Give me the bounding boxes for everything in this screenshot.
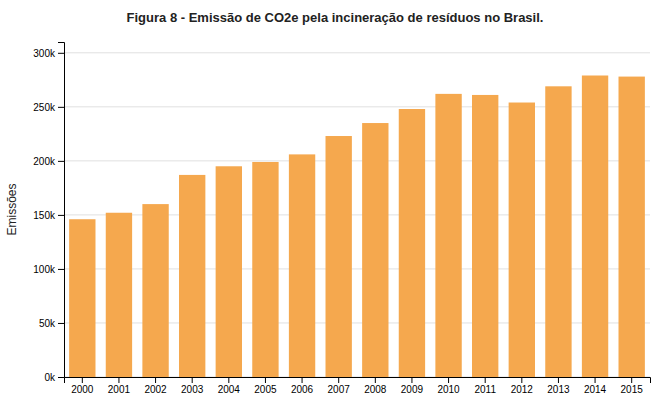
bar <box>472 95 498 377</box>
y-axis: 0k 50k 100k 150k 200k 250k 300k <box>33 43 64 383</box>
y-axis-line <box>58 43 65 378</box>
bar <box>619 77 645 377</box>
x-tick-label: 2003 <box>181 384 204 395</box>
x-tick-mark <box>192 377 193 383</box>
x-tick-label: 2010 <box>437 384 460 395</box>
bar <box>179 175 205 377</box>
x-tick: 2006 <box>291 377 314 395</box>
bar <box>289 154 315 377</box>
y-tick-label: 50k <box>39 318 56 329</box>
x-tick-mark <box>265 377 266 383</box>
grid <box>64 53 650 377</box>
x-tick-label: 2000 <box>71 384 94 395</box>
y-tick: 200k <box>33 156 64 167</box>
x-tick: 2010 <box>437 377 460 395</box>
y-tick-mark <box>58 53 64 54</box>
y-tick-label: 250k <box>33 102 56 113</box>
y-tick-label: 200k <box>33 156 56 167</box>
x-tick-mark <box>558 377 559 383</box>
y-tick-mark <box>58 215 64 216</box>
x-tick-mark <box>521 377 522 383</box>
x-tick: 2003 <box>181 377 204 395</box>
x-axis-line <box>65 378 651 384</box>
bar <box>509 103 535 377</box>
x-tick-label: 2015 <box>621 384 644 395</box>
x-tick-label: 2013 <box>547 384 570 395</box>
x-tick-label: 2004 <box>218 384 241 395</box>
x-tick-mark <box>338 377 339 383</box>
bar <box>216 166 242 377</box>
x-tick: 2008 <box>364 377 387 395</box>
y-tick: 150k <box>33 210 64 221</box>
x-tick-label: 2008 <box>364 384 387 395</box>
x-tick: 2004 <box>218 377 241 395</box>
y-tick-mark <box>58 323 64 324</box>
x-tick: 2001 <box>108 377 131 395</box>
x-tick-label: 2002 <box>144 384 167 395</box>
y-tick-label: 100k <box>33 264 56 275</box>
x-tick-mark <box>375 377 376 383</box>
y-tick-mark <box>58 377 64 378</box>
y-tick-mark <box>58 161 64 162</box>
bar <box>69 219 95 377</box>
x-tick-mark <box>448 377 449 383</box>
y-tick: 300k <box>33 48 64 59</box>
x-tick-label: 2006 <box>291 384 314 395</box>
x-tick-label: 2001 <box>108 384 131 395</box>
y-tick: 100k <box>33 264 64 275</box>
x-tick-label: 2005 <box>254 384 277 395</box>
x-tick-mark <box>631 377 632 383</box>
x-tick-mark <box>411 377 412 383</box>
bar <box>106 213 132 377</box>
title: Figura 8 - Emissão de CO2e pela incinera… <box>127 10 544 25</box>
y-tick: 50k <box>39 318 64 329</box>
chart: Figura 8 - Emissão de CO2e pela incinera… <box>0 0 670 409</box>
y-tick-mark <box>58 269 64 270</box>
x-tick-label: 2009 <box>401 384 424 395</box>
x-tick-label: 2014 <box>584 384 607 395</box>
bar <box>582 76 608 378</box>
x-tick: 2007 <box>328 377 351 395</box>
grid-line <box>64 52 650 53</box>
bar <box>326 136 352 377</box>
x-tick: 2011 <box>474 377 496 395</box>
bar <box>252 162 278 377</box>
bar <box>545 86 571 377</box>
y-axis-title: Emissões <box>5 183 19 235</box>
x-tick-mark <box>155 377 156 383</box>
x-tick: 2009 <box>401 377 424 395</box>
bar <box>362 123 388 377</box>
x-axis: 2000 2001 2002 2003 2004 2005 2006 2007 2008 2009… <box>65 377 651 395</box>
bar <box>399 109 425 377</box>
y-tick-label: 0k <box>44 372 56 383</box>
y-tick: 0k <box>44 372 64 383</box>
x-tick-label: 2011 <box>474 384 496 395</box>
x-tick-label: 2012 <box>511 384 534 395</box>
x-tick: 2005 <box>254 377 277 395</box>
x-tick: 2012 <box>511 377 534 395</box>
x-tick: 2002 <box>144 377 167 395</box>
y-tick-label: 150k <box>33 210 56 221</box>
x-tick-mark <box>485 377 486 383</box>
plot: 2000 2001 2002 2003 2004 2005 2006 2007 2008 2009… <box>33 43 650 396</box>
x-tick: 2015 <box>621 377 644 395</box>
y-tick-label: 300k <box>33 48 56 59</box>
bar <box>142 204 168 377</box>
x-tick-mark <box>118 377 119 383</box>
x-tick-label: 2007 <box>328 384 351 395</box>
x-tick: 2013 <box>547 377 570 395</box>
x-tick: 2000 <box>71 377 94 395</box>
x-tick-mark <box>595 377 596 383</box>
x-tick-mark <box>82 377 83 383</box>
y-tick-mark <box>58 107 64 108</box>
bars <box>69 76 645 378</box>
x-tick-mark <box>302 377 303 383</box>
bar <box>435 94 461 377</box>
x-tick: 2014 <box>584 377 607 395</box>
y-tick: 250k <box>33 102 64 113</box>
x-tick-mark <box>228 377 229 383</box>
